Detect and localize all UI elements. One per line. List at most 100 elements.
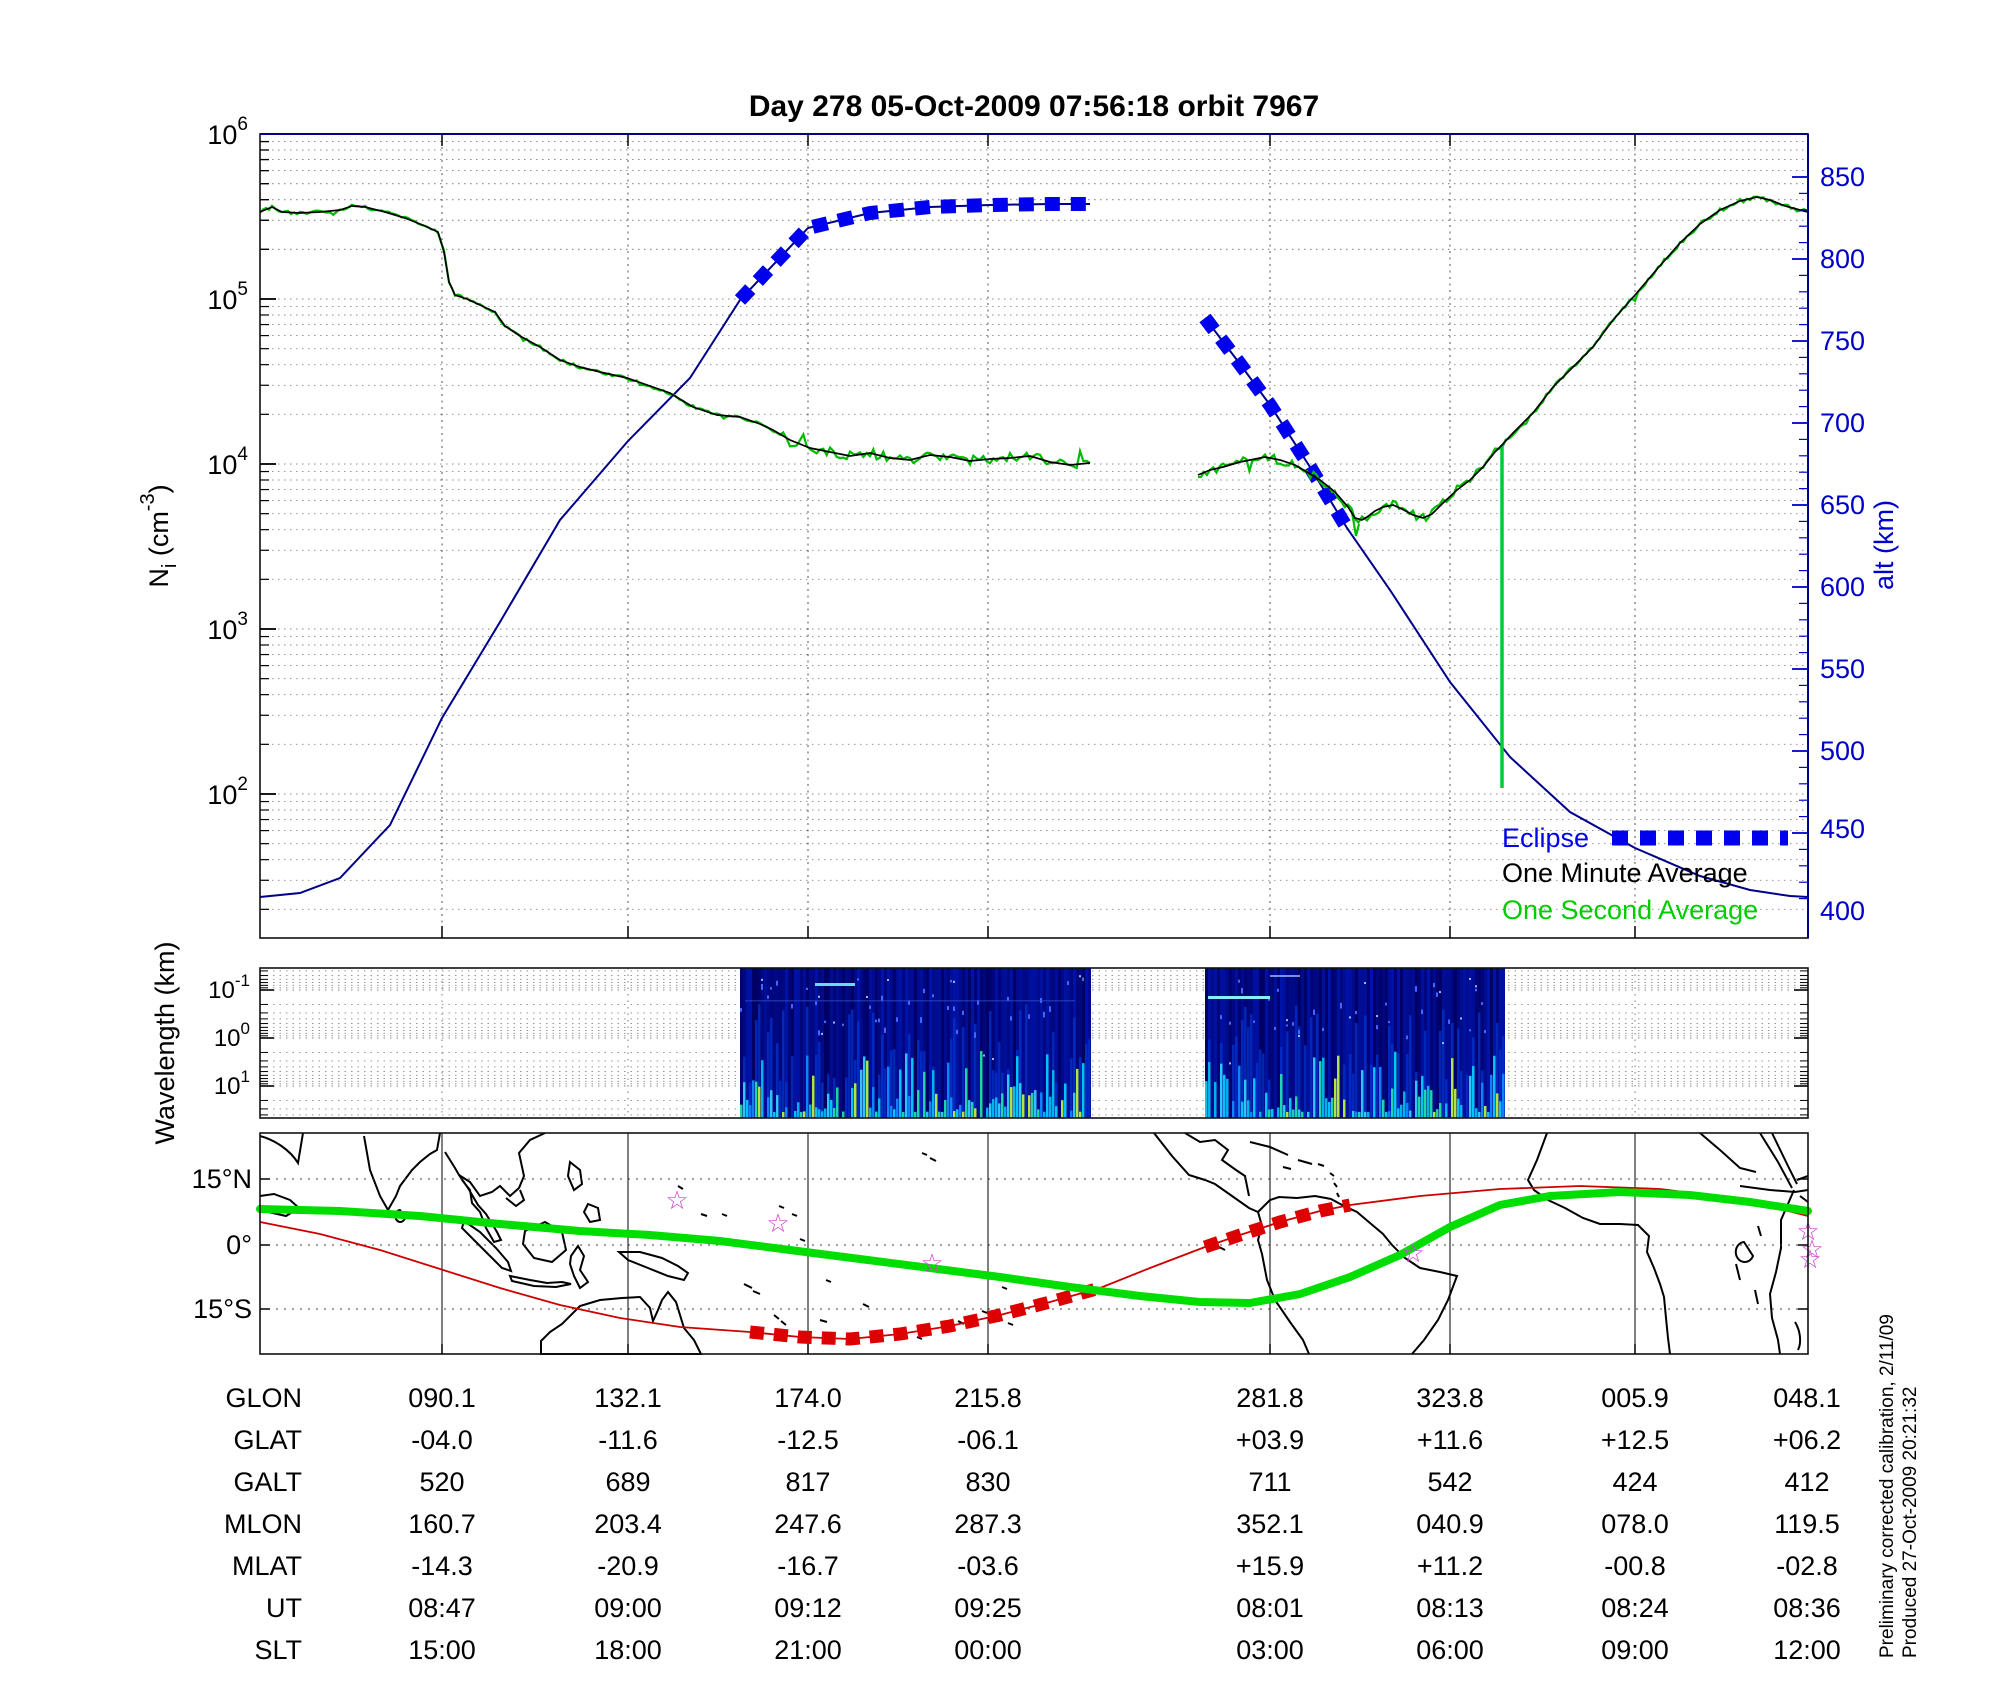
- legend-one-minute-label: One Minute Average: [1502, 858, 1748, 888]
- table-cell: 090.1: [408, 1383, 476, 1413]
- table-cell: +15.9: [1236, 1551, 1304, 1581]
- spectro-bright-line: [815, 983, 855, 986]
- eclipse-dashed-segment: [1199, 313, 1353, 532]
- ground-track-green: [256, 1187, 1812, 1308]
- ni-tick-label: 104: [207, 444, 248, 480]
- coastline: [1153, 1132, 1259, 1213]
- ni-tick-label: 105: [207, 279, 248, 315]
- table-cell: 287.3: [954, 1509, 1022, 1539]
- table-cell: 119.5: [1774, 1509, 1840, 1539]
- table-cell: +11.2: [1417, 1551, 1483, 1581]
- alt-tick-label: 800: [1820, 244, 1865, 274]
- table-cell: 08:36: [1773, 1593, 1841, 1623]
- table-cell: 03:00: [1236, 1635, 1304, 1665]
- table-cell: 174.0: [774, 1383, 842, 1413]
- ni-tick-label: 106: [207, 114, 248, 150]
- coastline: [1799, 1195, 1809, 1203]
- table-cell: 203.4: [594, 1509, 662, 1539]
- table-cell: 08:01: [1236, 1593, 1304, 1623]
- ni-tick-label: 103: [207, 609, 248, 645]
- table-cell: -12.5: [777, 1425, 839, 1455]
- mid-panel-frame: [259, 967, 1809, 1119]
- table-cell: -16.7: [777, 1551, 839, 1581]
- alt-tick-label: 550: [1820, 654, 1865, 684]
- table-cell: -06.1: [957, 1425, 1019, 1455]
- coastline: [568, 1244, 590, 1290]
- table-cell: 18:00: [594, 1635, 662, 1665]
- coastline: [1526, 1132, 1671, 1355]
- table-cell: 542: [1427, 1467, 1472, 1497]
- table-cell: -11.6: [598, 1425, 658, 1455]
- ground-station-star-icon: ☆: [1401, 1238, 1424, 1268]
- spectrogram-layer: [740, 968, 1505, 1118]
- altitude-curve: [259, 203, 1090, 898]
- coastline: [1218, 1246, 1226, 1251]
- table-cell: 12:00: [1773, 1635, 1841, 1665]
- table-cell: 048.1: [1773, 1383, 1841, 1413]
- coastline: [1184, 1132, 1250, 1197]
- coastline: [566, 1160, 584, 1192]
- alt-tick-label: 750: [1820, 326, 1865, 356]
- table-row-label: GLAT: [233, 1425, 302, 1455]
- alt-tick-label: 450: [1820, 814, 1865, 844]
- coastline: [1739, 1185, 1809, 1194]
- table-cell: 078.0: [1601, 1509, 1669, 1539]
- wavelength-tick-label: 100: [214, 1019, 250, 1052]
- coastline: [1794, 1321, 1802, 1351]
- mid-axis-label-wavelength: Wavelength (km): [150, 941, 180, 1144]
- table-cell: -00.8: [1604, 1551, 1666, 1581]
- table-cell: 247.6: [774, 1509, 842, 1539]
- table-cell: 689: [605, 1467, 650, 1497]
- wavelength-tick-label: 10-1: [208, 971, 250, 1004]
- table-cell: -02.8: [1776, 1551, 1838, 1581]
- table-cell: 09:12: [774, 1593, 842, 1623]
- coastline: [921, 1152, 937, 1162]
- wavelength-tick-label: 101: [214, 1067, 250, 1100]
- table-row-label: SLT: [254, 1635, 302, 1665]
- table-cell: 21:00: [774, 1635, 842, 1665]
- one-minute-average-curve: [1197, 196, 1809, 521]
- one-minute-average-curve: [259, 205, 1091, 466]
- one-second-average-curve: [259, 203, 1091, 470]
- table-cell: -14.3: [411, 1551, 473, 1581]
- map-lat-label-0: 0°: [226, 1230, 252, 1260]
- coastline: [1249, 1141, 1325, 1170]
- table-cell: 09:00: [1601, 1635, 1669, 1665]
- table-cell: 160.7: [408, 1509, 476, 1539]
- coastline: [505, 1189, 526, 1208]
- table-cell: +06.2: [1773, 1425, 1841, 1455]
- table-row-label: GLON: [225, 1383, 302, 1413]
- table-cell: 215.8: [954, 1383, 1022, 1413]
- coastline: [1735, 1225, 1762, 1305]
- map-layer: ☆☆☆ ☆☆☆☆: [256, 1132, 1824, 1355]
- one-second-dip: [1350, 511, 1361, 537]
- table-cell: 00:00: [954, 1635, 1022, 1665]
- spectro-bright-line: [1208, 996, 1270, 999]
- coastline: [521, 1220, 568, 1264]
- table-cell: 412: [1784, 1467, 1829, 1497]
- alt-tick-label: 600: [1820, 572, 1865, 602]
- map-lat-label-15n: 15°N: [192, 1164, 252, 1194]
- right-axis-label-alt: alt (km): [1869, 500, 1899, 590]
- coastline: [460, 1219, 513, 1273]
- coastline: [1734, 1240, 1755, 1263]
- coastline: [582, 1202, 602, 1224]
- left-axis-label-ni: Ni (cm-3): [137, 484, 181, 587]
- alt-tick-label: 400: [1820, 896, 1865, 926]
- legend-one-second-label: One Second Average: [1502, 895, 1758, 925]
- panel-frames-layer: [259, 133, 1809, 1355]
- coastline: [363, 1132, 441, 1213]
- tick-marks-layer: [260, 134, 1808, 1354]
- map-lat-label-15s: 15°S: [193, 1294, 252, 1324]
- alt-tick-label: 850: [1820, 162, 1865, 192]
- side-note-calibration: Preliminary corrected calibration, 2/11/…: [1877, 1314, 1898, 1658]
- table-cell: 06:00: [1416, 1635, 1484, 1665]
- table-cell: 08:13: [1416, 1593, 1484, 1623]
- table-cell: 352.1: [1236, 1509, 1304, 1539]
- magnetic-equator-line: [259, 1185, 1809, 1340]
- page-title: Day 278 05-Oct-2009 07:56:18 orbit 7967: [749, 90, 1319, 123]
- eclipse-track-dashed: [1202, 1198, 1352, 1254]
- coastline: [508, 1274, 572, 1289]
